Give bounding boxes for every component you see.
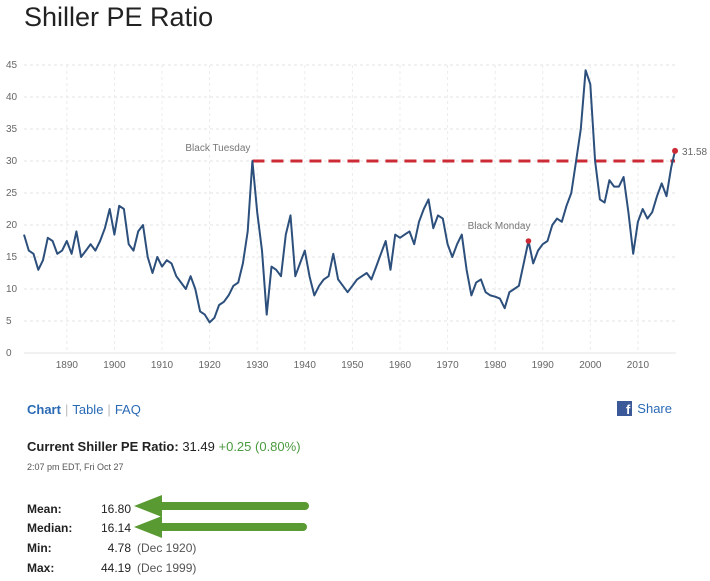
facebook-icon: f — [617, 401, 633, 416]
stat-key: Min: — [27, 541, 52, 555]
annotation-label: Black Tuesday — [185, 143, 250, 154]
series-layer — [23, 69, 676, 324]
y-tick-label: 30 — [6, 156, 18, 167]
y-tick-label: 35 — [6, 124, 18, 135]
last-point — [672, 147, 679, 154]
x-tick-label: 1970 — [436, 360, 459, 371]
annotation-label: Black Monday — [468, 221, 531, 232]
last-value-label: 31.58 — [682, 147, 707, 158]
x-tick-label: 1950 — [341, 360, 364, 371]
stat-value: 16.14 — [100, 521, 131, 535]
current-change: +0.25 (0.80%) — [218, 439, 301, 454]
current-label: Current Shiller PE Ratio: — [27, 439, 179, 454]
gridlines — [24, 64, 676, 354]
stat-value: 44.19 — [100, 561, 131, 575]
tab-table[interactable]: Table — [72, 402, 104, 417]
current-value-row: Current Shiller PE Ratio: 31.49 +0.25 (0… — [27, 439, 301, 454]
x-tick-label: 1940 — [294, 360, 317, 371]
x-tick-label: 2000 — [579, 360, 602, 371]
series-line — [23, 69, 676, 324]
tab-chart[interactable]: Chart — [27, 402, 61, 417]
axis-ticks: 0 5 10 15 20 25 30 35 40 45 1890 1900 1910 1920 1930 19… — [6, 60, 649, 371]
stat-key: Median: — [27, 521, 73, 535]
view-tabs: Chart | Table | FAQ — [27, 402, 141, 417]
stat-date: (Dec 1999) — [137, 561, 197, 575]
arrow-mean — [134, 495, 309, 517]
tab-separator: | — [107, 402, 111, 417]
annotation-layer: Black Tuesday Black Monday 31.58 — [185, 143, 708, 244]
x-tick-label: 1920 — [198, 360, 221, 371]
share-button[interactable]: f Share — [617, 401, 672, 416]
current-value: 31.49 — [182, 439, 215, 454]
arrow-median — [134, 516, 307, 538]
x-tick-label: 1990 — [532, 360, 555, 371]
y-tick-label: 15 — [6, 252, 18, 263]
y-tick-label: 45 — [6, 60, 18, 71]
stat-key: Max: — [27, 561, 55, 575]
stat-value: 4.78 — [107, 541, 131, 555]
shiller-pe-chart: 0 5 10 15 20 25 30 35 40 45 1890 1900 1910 1920 1930 19… — [6, 60, 708, 371]
y-tick-label: 5 — [6, 316, 12, 327]
annotation-point — [525, 238, 532, 244]
timestamp: 2:07 pm EDT, Fri Oct 27 — [27, 462, 124, 472]
x-tick-label: 1930 — [246, 360, 269, 371]
x-tick-label: 2010 — [627, 360, 650, 371]
stat-key: Mean: — [27, 502, 62, 516]
y-tick-label: 20 — [6, 220, 18, 231]
y-tick-label: 40 — [6, 92, 18, 103]
stat-value: 16.80 — [100, 502, 131, 516]
tab-separator: | — [64, 402, 69, 417]
tab-faq[interactable]: FAQ — [114, 402, 141, 417]
x-tick-label: 1890 — [56, 360, 79, 371]
page-title: Shiller PE Ratio — [24, 2, 214, 32]
x-tick-label: 1910 — [151, 360, 174, 371]
y-tick-label: 25 — [6, 188, 18, 199]
x-tick-label: 1900 — [103, 360, 126, 371]
x-tick-label: 1960 — [389, 360, 412, 371]
stat-date: (Dec 1920) — [137, 541, 197, 555]
y-tick-label: 0 — [6, 348, 12, 359]
share-label: Share — [637, 401, 672, 416]
y-tick-label: 10 — [6, 284, 18, 295]
x-tick-label: 1980 — [484, 360, 507, 371]
